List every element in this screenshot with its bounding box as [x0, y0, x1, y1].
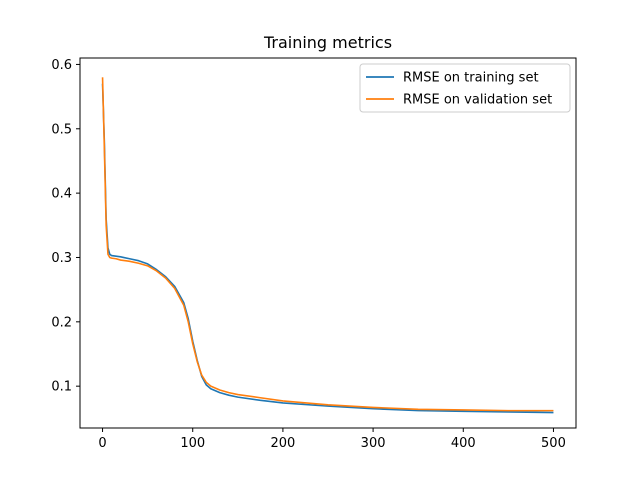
- x-tick-label: 500: [541, 436, 566, 451]
- y-tick-label: 0.4: [51, 187, 72, 202]
- y-tick-label: 0.1: [51, 380, 72, 395]
- x-tick-label: 400: [451, 436, 476, 451]
- y-tick-label: 0.6: [51, 58, 72, 73]
- axes-frame: [79, 57, 577, 429]
- x-tick-label: 300: [361, 436, 386, 451]
- legend-box: [359, 63, 571, 113]
- legend: RMSE on training set RMSE on validation s…: [359, 63, 571, 113]
- legend-label-1: RMSE on training set: [403, 71, 539, 86]
- x-axis: 0 100 200 300 400 500: [98, 428, 566, 451]
- x-tick-label: 200: [270, 436, 295, 451]
- legend-label-2: RMSE on validation set: [403, 93, 552, 108]
- y-axis: 0.1 0.2 0.3 0.4 0.5 0.6: [51, 58, 80, 395]
- y-tick-label: 0.5: [51, 122, 72, 137]
- x-tick-label: 100: [180, 436, 205, 451]
- series-line-2: [101, 77, 554, 412]
- chart-title: Training metrics: [263, 33, 392, 52]
- plot-area: [101, 77, 554, 414]
- x-tick-label: 0: [98, 436, 106, 451]
- y-tick-label: 0.2: [51, 315, 72, 330]
- y-tick-label: 0.3: [51, 251, 72, 266]
